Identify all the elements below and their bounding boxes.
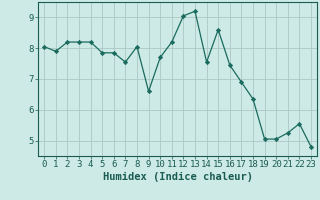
X-axis label: Humidex (Indice chaleur): Humidex (Indice chaleur) xyxy=(103,172,252,182)
